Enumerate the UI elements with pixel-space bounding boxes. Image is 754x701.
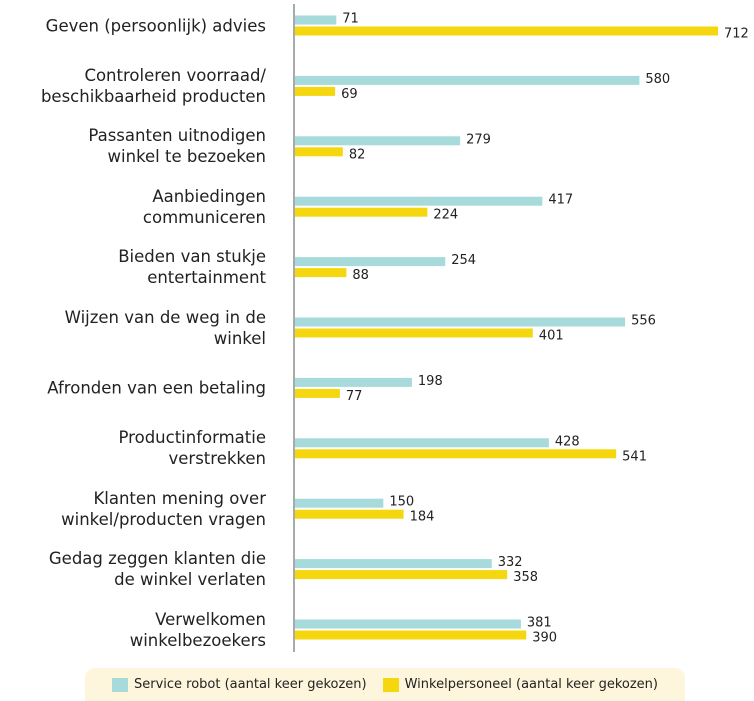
value-label: 69	[341, 87, 358, 102]
value-label: 71	[342, 12, 359, 27]
bar	[295, 438, 549, 448]
bar	[295, 377, 412, 387]
category-label: Aanbiedingen communiceren	[142, 186, 266, 227]
bar	[295, 136, 461, 146]
value-label: 428	[555, 434, 580, 449]
value-label: 556	[631, 314, 656, 329]
bar	[295, 15, 337, 25]
bar	[295, 86, 336, 96]
legend: Service robot (aantal keer gekozen) Winke…	[85, 668, 685, 701]
category-label: Afronden van een betaling	[47, 378, 266, 398]
bar	[295, 147, 343, 157]
legend-label: Winkelpersoneel (aantal keer gekozen)	[404, 677, 658, 692]
category-label: Controleren voorraad/ beschikbaarheid pr…	[40, 65, 266, 106]
bar	[295, 619, 521, 629]
value-label: 580	[645, 72, 670, 87]
bar	[295, 268, 347, 278]
bar	[295, 559, 492, 569]
legend-item: Service robot (aantal keer gekozen)	[111, 677, 367, 692]
bar	[295, 196, 543, 206]
bar	[295, 26, 718, 36]
value-label: 401	[539, 329, 564, 344]
category-label: Gedag zeggen klanten die de winkel verla…	[48, 549, 266, 590]
category-label: Verwelkomen winkelbezoekers	[129, 609, 266, 650]
value-label: 279	[466, 132, 491, 147]
value-label: 82	[349, 147, 366, 162]
category-label: Klanten mening over winkel/producten vra…	[61, 488, 266, 529]
bar	[295, 317, 626, 327]
value-label: 254	[451, 253, 476, 268]
bar	[295, 207, 428, 217]
bar	[295, 388, 340, 398]
bar	[295, 509, 404, 519]
category-label: Bieden van stukje entertainment	[118, 247, 266, 288]
value-label: 358	[513, 570, 538, 585]
value-label: 198	[418, 374, 443, 389]
bar	[295, 498, 384, 508]
legend-label: Service robot (aantal keer gekozen)	[133, 677, 367, 692]
legend-swatch	[111, 677, 128, 692]
bar	[295, 75, 640, 85]
bar	[295, 570, 508, 580]
bar	[295, 630, 527, 640]
value-label: 224	[433, 208, 458, 223]
bar	[295, 449, 617, 459]
value-label: 390	[532, 631, 557, 646]
value-label: 184	[410, 510, 435, 525]
bar	[295, 257, 446, 267]
value-label: 417	[548, 193, 573, 208]
bar	[295, 328, 533, 338]
value-label: 712	[724, 27, 749, 42]
category-label: Wijzen van de weg in de winkel	[64, 307, 266, 348]
legend-item: Winkelpersoneel (aantal keer gekozen)	[382, 677, 658, 692]
legend-swatch	[382, 677, 399, 692]
value-label: 332	[498, 555, 523, 570]
category-label: Productinformatie verstrekken	[118, 428, 266, 469]
value-label: 88	[352, 268, 369, 283]
category-label: Geven (persoonlijk) advies	[45, 16, 266, 35]
category-label: Passanten uitnodigen winkel te bezoeken	[88, 126, 266, 167]
value-label: 77	[346, 389, 363, 404]
value-label: 150	[389, 495, 414, 510]
value-label: 381	[527, 616, 552, 631]
value-label: 541	[622, 449, 647, 464]
